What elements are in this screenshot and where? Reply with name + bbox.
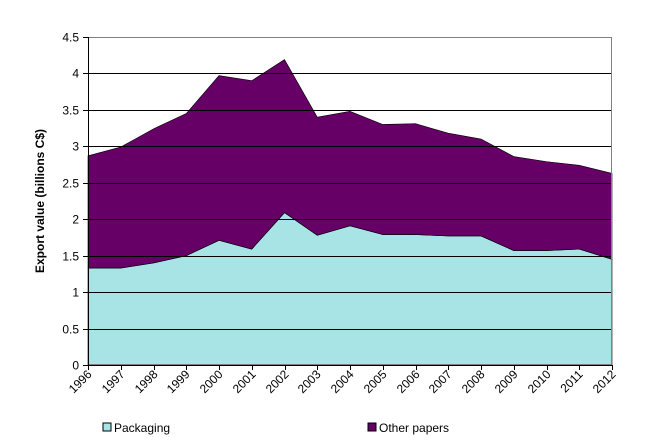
x-tick-label: 2012 — [590, 367, 619, 396]
legend-label-1: Packaging — [114, 421, 170, 435]
y-tick-label: 4 — [72, 67, 79, 81]
legend-swatch-2 — [367, 422, 377, 432]
y-tick-label: 2 — [72, 213, 79, 227]
y-tick-label: 4.5 — [62, 31, 79, 45]
y-tick-label: 2.5 — [62, 177, 79, 191]
x-tick-label: 1997 — [99, 367, 128, 396]
x-tick-label: 2007 — [426, 367, 455, 396]
legend: Packaging Other papers — [102, 421, 449, 435]
x-tick-label: 2004 — [328, 367, 357, 396]
x-tick-label: 2003 — [295, 367, 324, 396]
x-tick-label: 2008 — [459, 367, 488, 396]
x-tick-label: 2011 — [557, 367, 585, 395]
x-tick-label: 1999 — [164, 367, 193, 396]
x-tick-label: 2005 — [361, 367, 390, 396]
x-tick-label: 2002 — [263, 367, 292, 396]
y-tick-label: 1.5 — [62, 250, 79, 264]
y-axis-title: Export value (billions C$) — [33, 129, 47, 273]
plot-area — [87, 37, 613, 366]
x-tick-label: 2001 — [230, 367, 259, 396]
y-tick-label: 3 — [72, 140, 79, 154]
x-tick-label: 2000 — [197, 367, 226, 396]
legend-swatch-1 — [102, 422, 112, 432]
legend-label-2: Other papers — [379, 421, 449, 435]
x-tick-label: 1998 — [132, 367, 161, 396]
y-tick-label: 3.5 — [62, 104, 79, 118]
y-tick-label: 0 — [72, 359, 79, 373]
y-tick-label: 0.5 — [62, 323, 79, 337]
x-tick-label: 2006 — [394, 367, 423, 396]
x-tick-label: 2009 — [492, 367, 521, 396]
y-tick-label: 1 — [72, 286, 79, 300]
x-tick-label: 2010 — [525, 367, 554, 396]
x-tick-label: 1996 — [66, 367, 95, 396]
